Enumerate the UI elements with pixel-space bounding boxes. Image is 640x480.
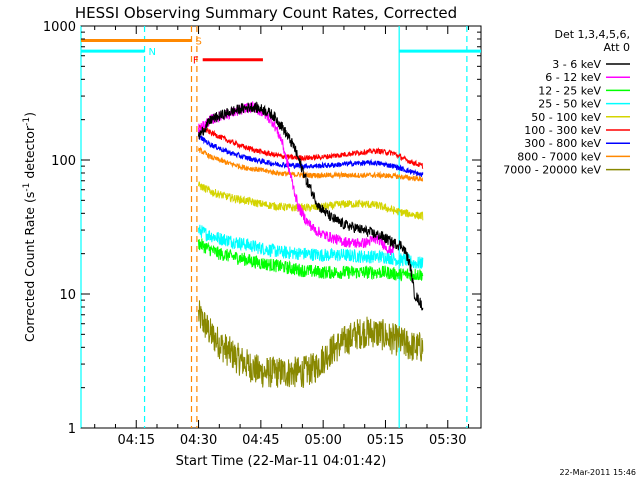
y-tick-label-1: 10	[59, 288, 76, 303]
series-line-4	[198, 181, 424, 221]
x-axis-label: Start Time (22-Mar-11 04:01:42)	[176, 454, 387, 469]
plot-timestamp: 22-Mar-2011 15:46	[560, 468, 637, 477]
x-tick-label-5: 05:30	[429, 433, 466, 448]
x-tick-label-2: 04:45	[242, 433, 279, 448]
series-line-8	[198, 300, 424, 389]
legend-label-3: 25 - 50 keV	[538, 98, 601, 111]
attenuator-lines	[80, 26, 468, 428]
y-axis-label: Corrected Count Rate (s-1 detector-1)	[22, 112, 37, 342]
legend-label-7: 800 - 7000 keV	[517, 150, 601, 163]
x-tick-label-4: 05:15	[367, 433, 404, 448]
bar-label-F: F	[193, 56, 199, 67]
series-line-6	[198, 133, 424, 177]
legend-label-5: 100 - 300 keV	[524, 124, 601, 137]
series-group	[198, 101, 424, 389]
series-line-5	[198, 124, 424, 169]
axes: 04:15 04:30 04:45 05:00 05:15 05:30 1 10 100 1000	[43, 20, 481, 448]
legend-label-6: 300 - 800 keV	[524, 137, 601, 150]
y-axis-label-sup1: -1	[22, 183, 32, 192]
y-axis-label-main: Corrected Count Rate (s	[22, 192, 37, 342]
legend-label-8: 7000 - 20000 keV	[503, 164, 601, 177]
bar-label-S: S	[195, 36, 201, 47]
legend-title-line1: Det 1,3,4,5,6,	[554, 28, 630, 41]
x-tick-label-1: 04:30	[180, 433, 217, 448]
series-line-7	[198, 146, 424, 183]
legend-label-0: 3 - 6 keV	[552, 58, 601, 71]
legend-label-2: 12 - 25 keV	[538, 84, 601, 97]
y-tick-label-2: 100	[51, 154, 76, 169]
x-tick-label-0: 04:15	[118, 433, 155, 448]
state-bars: N SF	[81, 36, 481, 67]
y-tick-label-3: 1000	[43, 20, 76, 35]
chart-title: HESSI Observing Summary Count Rates, Cor…	[75, 4, 457, 22]
legend-title-line2: Att 0	[604, 41, 630, 54]
series-line-2	[198, 238, 424, 282]
legend-label-4: 50 - 100 keV	[531, 111, 601, 124]
y-axis-label-end: )	[22, 112, 37, 117]
legend-label-1: 6 - 12 keV	[545, 71, 601, 84]
bar-label-N: N	[149, 47, 156, 58]
series-line-0	[198, 101, 424, 311]
series-line-3	[198, 224, 424, 270]
y-tick-label-0: 1	[68, 422, 76, 437]
y-axis-label-sup2: -1	[22, 117, 32, 126]
x-tick-label-3: 05:00	[304, 433, 341, 448]
y-axis-label-mid: detector	[22, 125, 37, 183]
